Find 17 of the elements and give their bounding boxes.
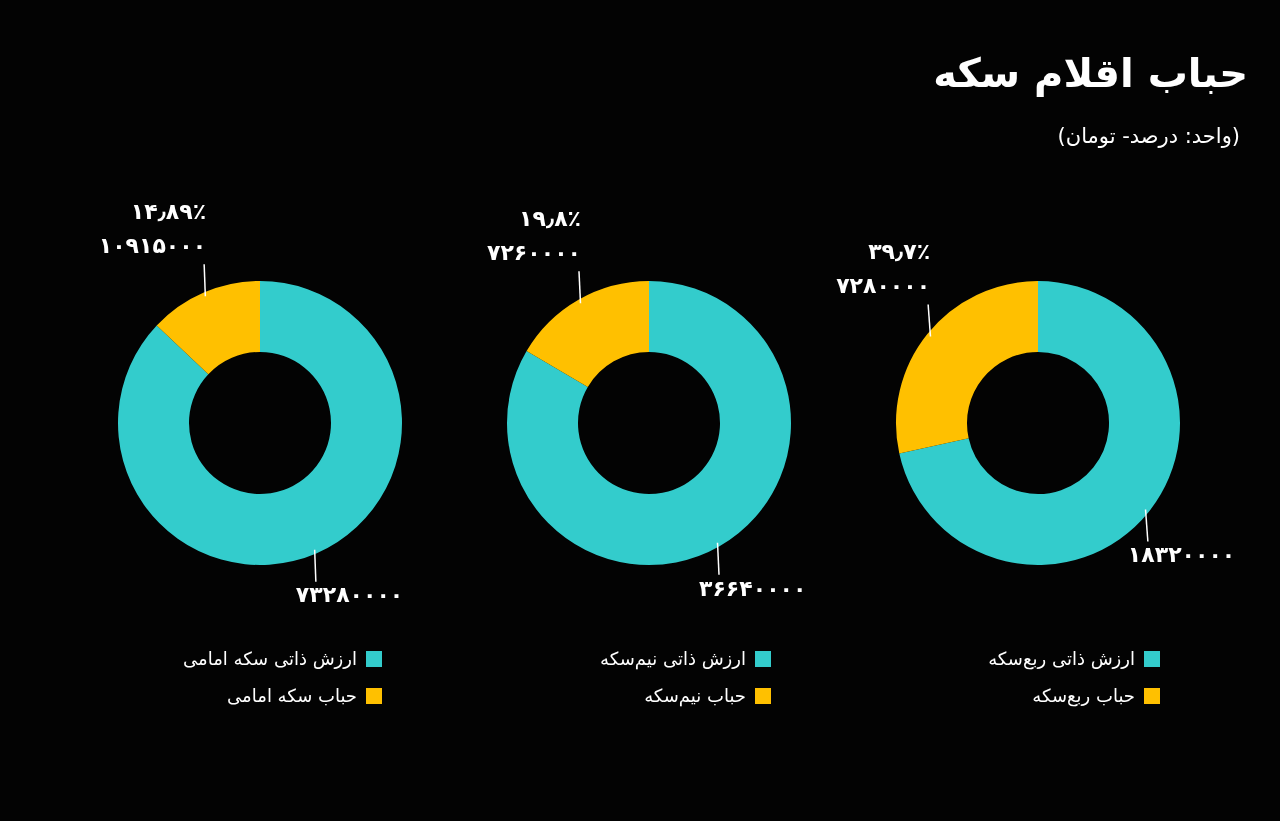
- chart-subtitle: (واحد: درصد- تومان): [1057, 124, 1240, 148]
- legend-label: ارزش ذاتی ربع‌سکه: [988, 648, 1135, 669]
- legend-label: ارزش ذاتی سکه امامی: [183, 648, 357, 669]
- text: ۱۹٫۸٪: [519, 205, 581, 231]
- legend-label: ارزش ذاتی نیم‌سکه: [600, 648, 746, 669]
- data-label: ۷۲۸۰۰۰۰: [836, 273, 931, 299]
- legend-label: حباب نیم‌سکه: [644, 685, 746, 706]
- data-label: ۱۸۳۲۰۰۰۰: [1127, 542, 1236, 568]
- text: ۱۴٫۸۹٪: [130, 199, 207, 225]
- data-label: ۷۲۶۰۰۰۰: [487, 239, 581, 265]
- legend-label: حباب سکه امامی: [227, 685, 357, 706]
- data-label: ۱۰۹۱۵۰۰۰: [98, 233, 207, 259]
- text: ۳۹٫۷٪: [868, 239, 931, 265]
- chart-title: حباب اقلام سکه: [933, 50, 1248, 96]
- data-label: ۳۶۶۴۰۰۰۰: [699, 575, 807, 601]
- legend-label: حباب ربع‌سکه: [1032, 685, 1135, 706]
- data-label: ۷۳۲۸۰۰۰۰: [295, 582, 404, 608]
